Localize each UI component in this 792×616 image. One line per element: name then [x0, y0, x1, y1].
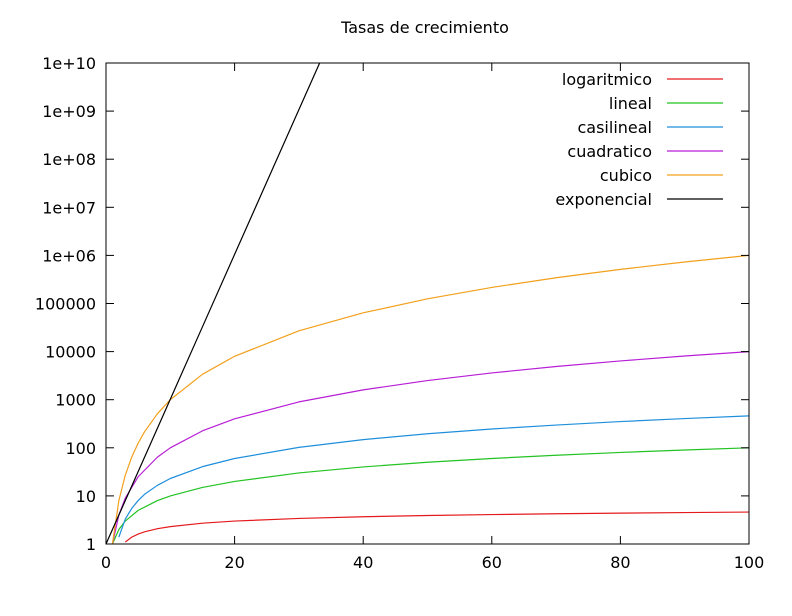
plot-frame — [105, 62, 750, 545]
chart-title: Tasas de crecimiento — [340, 18, 509, 37]
legend-label-casilineal: casilineal — [577, 118, 652, 137]
y-tick-label: 1 — [86, 535, 96, 554]
y-tick-label: 1e+09 — [42, 102, 96, 121]
y-tick-label: 100 — [65, 439, 96, 458]
y-tick-label: 1e+06 — [42, 246, 96, 265]
series-line-lineal — [111, 447, 749, 544]
y-tick-label: 1e+08 — [42, 150, 96, 169]
y-tick-label: 1e+07 — [42, 198, 96, 217]
x-tick-label: 40 — [353, 553, 373, 572]
y-tick-label: 1000 — [55, 391, 96, 410]
x-tick-label: 60 — [482, 553, 502, 572]
x-tick-label: 0 — [101, 553, 111, 572]
x-tick-label: 80 — [610, 553, 630, 572]
series-line-casilineal — [118, 415, 749, 538]
legend-label-cubico: cubico — [600, 166, 652, 185]
x-tick-label: 20 — [224, 553, 244, 572]
ticks-layer: 0 20 40 60 80 100 1 10 100 1000 10000 100000 1e+06 1e… — [35, 54, 764, 572]
series-line-cubico — [111, 254, 749, 544]
series-line-logaritmico — [124, 511, 749, 543]
legend-label-cuadratico: cuadratico — [567, 142, 652, 161]
series-layer — [106, 63, 749, 544]
legend-label-lineal: lineal — [609, 94, 652, 113]
x-tick-label: 100 — [734, 553, 765, 572]
y-tick-label: 100000 — [35, 295, 96, 314]
y-tick-label: 1e+10 — [42, 54, 96, 73]
y-tick-label: 10000 — [45, 343, 96, 362]
y-tick-label: 10 — [76, 487, 96, 506]
legend: logaritmico lineal casilineal cuadratico cub… — [555, 70, 723, 209]
series-line-exponencial — [106, 63, 321, 544]
legend-label-exponencial: exponencial — [555, 190, 652, 209]
legend-label-logaritmico: logaritmico — [562, 70, 652, 89]
